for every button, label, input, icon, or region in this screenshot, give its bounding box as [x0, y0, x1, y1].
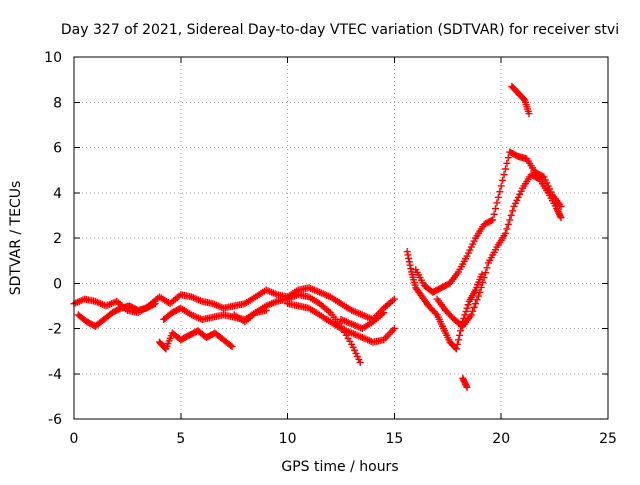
data-point [501, 229, 509, 237]
y-tick-label: -2 [48, 322, 62, 338]
data-point [463, 304, 471, 312]
data-point [501, 165, 509, 173]
data-point [228, 343, 236, 351]
data-point [406, 261, 414, 269]
data-point [467, 311, 475, 319]
data-point [503, 225, 511, 233]
data-point [472, 300, 480, 308]
data-point [456, 331, 464, 339]
data-point [453, 340, 461, 348]
data-point [482, 269, 490, 277]
y-tick-label: -6 [48, 412, 62, 428]
series-track-10 [433, 171, 565, 330]
data-point [556, 212, 564, 220]
series-track-9 [412, 148, 565, 296]
data-point [457, 327, 465, 335]
y-axis-label: SDTVAR / TECUs [8, 181, 24, 296]
y-tick-label: 0 [53, 276, 62, 292]
data-point [462, 382, 470, 390]
data-point [496, 188, 504, 196]
data-point [356, 358, 364, 366]
data-point [500, 171, 508, 179]
x-tick-label: 20 [492, 431, 510, 447]
series-track-11 [459, 374, 471, 391]
x-axis-label: GPS time / hours [281, 459, 398, 475]
data-point [461, 311, 469, 319]
tick-layer: 0 5 10 15 20 25 -6 -4 -2 0 2 4 6 8 10 [44, 50, 617, 447]
series-track-5 [230, 291, 364, 366]
y-tick-label: -4 [48, 367, 62, 383]
grid-layer [74, 57, 608, 419]
data-point [390, 325, 398, 332]
data-point [463, 383, 471, 391]
y-tick-label: 8 [53, 95, 62, 111]
data-point [469, 307, 477, 315]
series-track-8 [403, 248, 486, 353]
data-point [473, 296, 481, 304]
data-point [479, 278, 487, 286]
data-point [407, 265, 415, 273]
data-point [405, 258, 413, 266]
series-track-2 [74, 300, 159, 330]
chart-title: Day 327 of 2021, Sidereal Day-to-day VTE… [61, 22, 619, 38]
data-point [507, 211, 515, 219]
data-point [504, 154, 512, 162]
data-point [503, 159, 511, 167]
y-tick-label: 10 [44, 50, 62, 66]
x-tick-label: 10 [279, 431, 297, 447]
data-point [525, 110, 533, 118]
data-point [454, 336, 462, 344]
data-point [405, 254, 413, 262]
data-point [487, 217, 495, 225]
data-point [470, 303, 478, 311]
data-point [464, 301, 472, 309]
data-point [483, 264, 491, 272]
data-point [462, 308, 470, 316]
data-point [480, 274, 488, 282]
x-tick-label: 0 [70, 431, 79, 447]
data-point [499, 176, 507, 184]
data-point [474, 292, 482, 300]
data-point [489, 216, 497, 224]
data-point [490, 210, 498, 218]
y-tick-label: 4 [53, 186, 62, 202]
series-track-7 [337, 309, 388, 332]
data-point [452, 345, 460, 353]
data-point [497, 182, 505, 190]
data-point [557, 214, 565, 222]
data-point [151, 300, 159, 308]
series-track-3 [155, 327, 236, 353]
data-point [506, 216, 514, 224]
data-point [390, 295, 398, 303]
data-point [380, 309, 388, 317]
data-layer [70, 82, 565, 391]
data-point [432, 309, 440, 317]
data-point [504, 220, 512, 228]
data-point [492, 205, 500, 213]
data-point [494, 193, 502, 201]
data-point [493, 199, 501, 207]
series-track-12 [508, 82, 533, 118]
data-point [476, 288, 484, 296]
data-point [509, 207, 517, 215]
data-point [403, 248, 411, 256]
y-tick-label: 6 [53, 141, 62, 157]
series-track-6 [284, 300, 398, 346]
data-point [227, 341, 235, 349]
x-tick-label: 15 [385, 431, 403, 447]
data-point [477, 283, 485, 291]
x-tick-label: 25 [599, 431, 617, 447]
data-point [150, 300, 158, 308]
y-tick-label: 2 [53, 231, 62, 247]
data-point [404, 251, 412, 259]
x-tick-label: 5 [176, 431, 185, 447]
